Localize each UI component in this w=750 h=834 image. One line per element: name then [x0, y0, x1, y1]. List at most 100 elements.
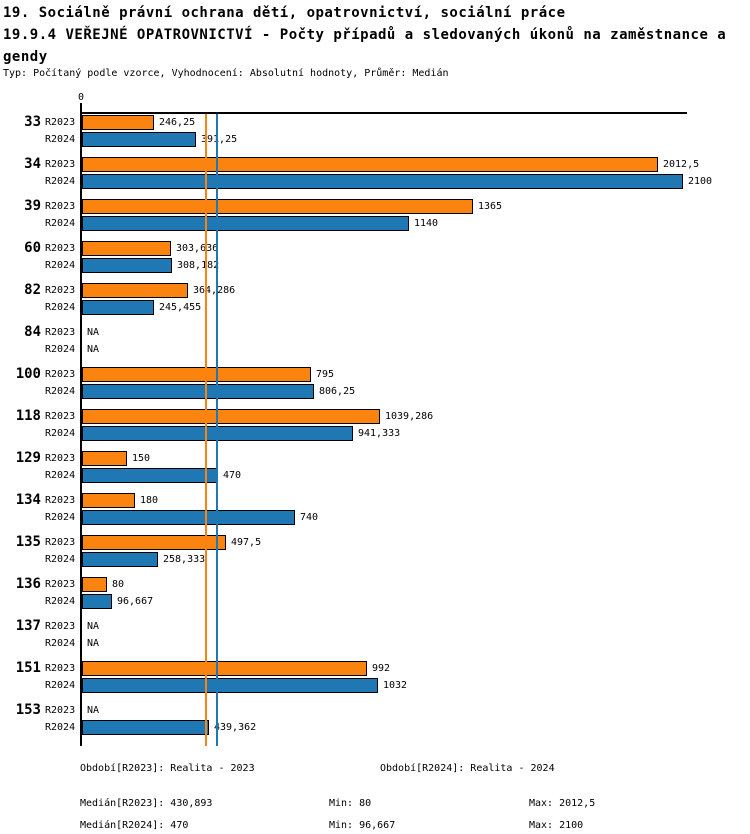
series-label: R2024	[45, 428, 76, 439]
category-label: 34	[24, 156, 41, 172]
bar-r2023	[82, 157, 658, 172]
period-r2023-label: Období[R2023]: Realita - 2023	[80, 763, 255, 774]
series-label: R2023	[45, 243, 76, 254]
category-label: 60	[24, 240, 41, 256]
bar-r2023	[82, 535, 226, 550]
series-label: R2024	[45, 386, 76, 397]
bar-value-label: 258,333	[163, 554, 206, 565]
category-label: 100	[15, 366, 41, 382]
series-label: R2024	[45, 260, 76, 271]
series-label: R2024	[45, 680, 76, 691]
bar-value-label: 246,25	[159, 117, 196, 128]
bar-r2023	[82, 241, 171, 256]
bar-value-label: 245,455	[159, 302, 202, 313]
series-label: R2023	[45, 285, 76, 296]
bar-value-label: 180	[140, 495, 159, 506]
category-label: 129	[15, 450, 41, 466]
bar-value-label: 1140	[414, 218, 439, 229]
bar-value-label: 941,333	[358, 428, 401, 439]
series-label: R2023	[45, 579, 76, 590]
bar-r2024	[82, 216, 409, 231]
bar-r2023	[82, 661, 367, 676]
bar-r2023	[82, 367, 311, 382]
category-label: 153	[15, 702, 41, 718]
bar-r2024	[82, 720, 209, 735]
bar-r2024	[82, 384, 314, 399]
report-title-line1: 19. Sociálně právní ochrana dětí, opatro…	[3, 5, 566, 21]
bar-r2023	[82, 283, 188, 298]
series-label: R2023	[45, 159, 76, 170]
series-label: R2023	[45, 621, 76, 632]
category-label: 118	[15, 408, 41, 424]
category-label: 82	[24, 282, 41, 298]
period-r2024-label: Období[R2024]: Realita - 2024	[380, 763, 555, 774]
bar-r2024	[82, 594, 112, 609]
x-axis-line	[82, 112, 687, 114]
series-label: R2023	[45, 201, 76, 212]
bar-chart: 0 33 R2023 246,25 R2024 391,25 34 R2023 2012,5 R…	[15, 92, 713, 746]
bar-value-label: 497,5	[231, 537, 262, 548]
y-axis-line	[80, 103, 82, 746]
median-line-r2024	[216, 114, 218, 746]
series-label: R2023	[45, 117, 76, 128]
bar-value-label: 470	[223, 470, 242, 481]
bar-value-label: NA	[87, 638, 100, 649]
bar-r2023	[82, 451, 127, 466]
bar-r2024	[82, 468, 218, 483]
series-label: R2023	[45, 537, 76, 548]
bar-r2023	[82, 199, 473, 214]
bar-value-label: 391,25	[201, 134, 238, 145]
series-label: R2024	[45, 218, 76, 229]
series-label: R2023	[45, 453, 76, 464]
category-label: 151	[15, 660, 41, 676]
bar-value-label: 1032	[383, 680, 408, 691]
series-label: R2023	[45, 327, 76, 338]
median-r2024-label: Medián[R2024]: 470	[80, 820, 189, 831]
bar-r2023	[82, 577, 107, 592]
bar-value-label: 150	[132, 453, 151, 464]
median-r2023-label: Medián[R2023]: 430,893	[80, 798, 213, 809]
report-title-line3: gendy	[3, 49, 48, 65]
series-label: R2023	[45, 705, 76, 716]
series-label: R2024	[45, 722, 76, 733]
x-axis-zero-tick-label: 0	[77, 92, 85, 103]
series-label: R2024	[45, 470, 76, 481]
median-line-r2023	[205, 114, 207, 746]
bar-r2024	[82, 174, 683, 189]
max-r2023-label: Max: 2012,5	[529, 798, 596, 809]
min-r2023-label: Min: 80	[329, 798, 372, 809]
bar-value-label: 992	[372, 663, 391, 674]
bar-r2024	[82, 678, 378, 693]
category-label: 134	[15, 492, 41, 508]
category-label: 137	[15, 618, 41, 634]
bar-r2023	[82, 115, 154, 130]
category-label: 135	[15, 534, 41, 550]
series-label: R2024	[45, 302, 76, 313]
bar-value-label: 2100	[688, 176, 713, 187]
series-label: R2023	[45, 663, 76, 674]
category-label: 84	[24, 324, 41, 340]
bar-value-label: NA	[87, 344, 100, 355]
bar-value-label: 439,362	[214, 722, 257, 733]
series-label: R2024	[45, 134, 76, 145]
max-r2024-label: Max: 2100	[529, 820, 584, 831]
bar-value-label: 80	[112, 579, 125, 590]
bar-r2024	[82, 258, 172, 273]
category-label: 33	[24, 114, 41, 130]
bar-value-label: 303,636	[176, 243, 219, 254]
bar-value-label: NA	[87, 621, 100, 632]
bar-value-label: 1039,286	[385, 411, 434, 422]
bar-r2024	[82, 510, 295, 525]
series-label: R2023	[45, 411, 76, 422]
bar-value-label: 2012,5	[663, 159, 700, 170]
bar-value-label: NA	[87, 327, 100, 338]
series-label: R2023	[45, 369, 76, 380]
bar-value-label: 806,25	[319, 386, 356, 397]
series-label: R2024	[45, 596, 76, 607]
report-subtitle: Typ: Počítaný podle vzorce, Vyhodnocení:…	[3, 68, 449, 79]
bar-value-label: 364,286	[193, 285, 236, 296]
series-label: R2023	[45, 495, 76, 506]
series-label: R2024	[45, 176, 76, 187]
bar-value-label: 96,667	[117, 596, 154, 607]
bar-value-label: 308,182	[177, 260, 220, 271]
